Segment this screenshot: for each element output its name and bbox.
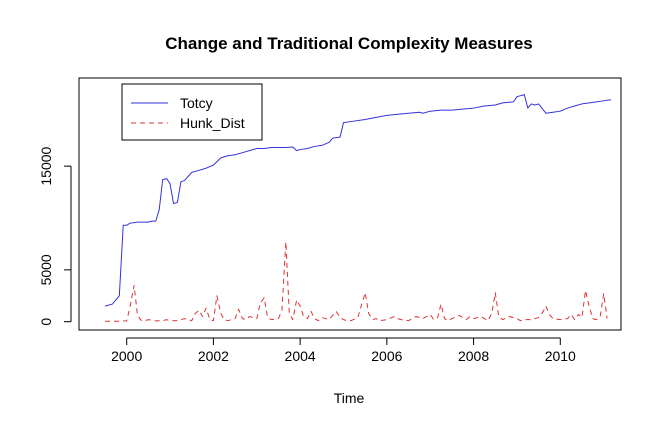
y-tick-label: 0	[38, 318, 54, 326]
series-line-totcy	[104, 94, 612, 307]
x-tick-label: 2000	[111, 348, 142, 364]
series-layer	[104, 94, 612, 322]
plot-border	[78, 77, 622, 331]
plot-frame	[78, 77, 622, 331]
x-tick-label: 2010	[545, 348, 576, 364]
series-line-hunk-dist	[105, 241, 608, 322]
y-tick-label: 5000	[38, 254, 54, 285]
x-axis-label: Time	[334, 390, 365, 406]
legend-box	[121, 83, 263, 141]
legend: Totcy Hunk_Dist	[121, 83, 263, 141]
legend-label-totcy: Totcy	[180, 95, 213, 111]
x-tick-label: 2004	[285, 348, 316, 364]
x-tick-label: 2006	[371, 348, 402, 364]
x-tick-label: 2008	[458, 348, 489, 364]
y-axis: 0 5000 15000	[38, 146, 72, 326]
y-tick-label: 15000	[38, 146, 54, 185]
x-axis: 2000 2002 2004 2006 2008 2010	[111, 337, 576, 364]
legend-label-hunk-dist: Hunk_Dist	[180, 115, 245, 131]
chart-title: Change and Traditional Complexity Measur…	[165, 34, 532, 53]
x-tick-label: 2002	[198, 348, 229, 364]
